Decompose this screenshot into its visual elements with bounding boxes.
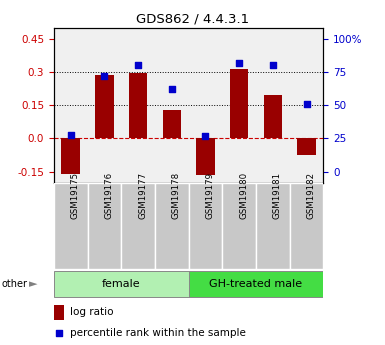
Bar bbox=[129, 73, 147, 138]
Bar bbox=[162, 110, 181, 138]
Point bbox=[56, 330, 62, 336]
Text: GSM19179: GSM19179 bbox=[206, 172, 214, 219]
Text: GSM19175: GSM19175 bbox=[71, 172, 80, 219]
Text: GH-treated male: GH-treated male bbox=[209, 279, 303, 289]
FancyBboxPatch shape bbox=[189, 270, 323, 297]
Bar bbox=[54, 305, 64, 320]
Bar bbox=[297, 138, 316, 155]
FancyBboxPatch shape bbox=[54, 270, 189, 297]
FancyBboxPatch shape bbox=[189, 183, 223, 269]
FancyBboxPatch shape bbox=[223, 183, 256, 269]
FancyBboxPatch shape bbox=[121, 183, 155, 269]
Text: other: other bbox=[2, 279, 28, 289]
Text: GSM19178: GSM19178 bbox=[172, 172, 181, 219]
Text: GSM19180: GSM19180 bbox=[239, 172, 248, 219]
Text: GSM19176: GSM19176 bbox=[104, 172, 114, 219]
FancyBboxPatch shape bbox=[155, 183, 189, 269]
FancyBboxPatch shape bbox=[88, 183, 121, 269]
Bar bbox=[196, 138, 215, 175]
Point bbox=[203, 133, 209, 139]
Text: GSM19182: GSM19182 bbox=[306, 172, 316, 219]
Point bbox=[101, 73, 107, 79]
FancyBboxPatch shape bbox=[54, 183, 88, 269]
Text: ►: ► bbox=[28, 279, 37, 289]
Point bbox=[135, 62, 141, 68]
Point bbox=[236, 60, 242, 66]
FancyBboxPatch shape bbox=[290, 183, 323, 269]
Bar bbox=[95, 75, 114, 138]
Bar bbox=[230, 69, 248, 138]
Text: GSM19177: GSM19177 bbox=[138, 172, 147, 219]
Text: GDS862 / 4.4.3.1: GDS862 / 4.4.3.1 bbox=[136, 12, 249, 25]
Point bbox=[303, 101, 310, 107]
Text: percentile rank within the sample: percentile rank within the sample bbox=[70, 328, 246, 338]
Point bbox=[270, 62, 276, 68]
Point bbox=[68, 132, 74, 137]
Point bbox=[169, 87, 175, 92]
Text: GSM19181: GSM19181 bbox=[273, 172, 282, 219]
Bar bbox=[62, 138, 80, 174]
FancyBboxPatch shape bbox=[256, 183, 290, 269]
Text: log ratio: log ratio bbox=[70, 307, 114, 317]
Bar bbox=[264, 95, 282, 138]
Text: female: female bbox=[102, 279, 141, 289]
